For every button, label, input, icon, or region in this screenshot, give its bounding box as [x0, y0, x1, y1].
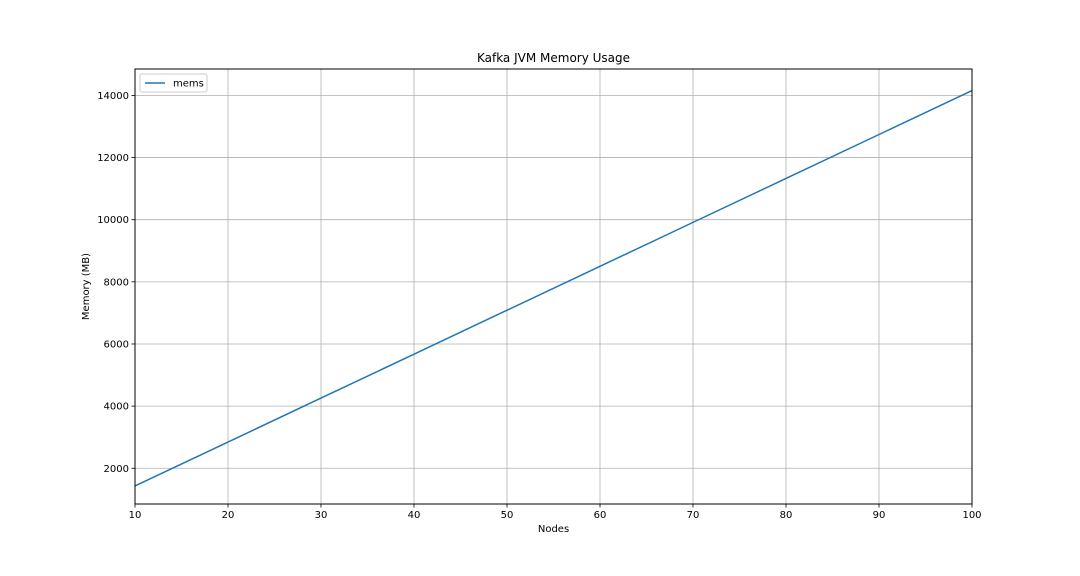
x-tick-label: 10 — [129, 510, 142, 521]
y-axis-ticks: 2000 4000 6000 8000 10000 12000 14000 — [97, 91, 135, 475]
x-tick-label: 30 — [315, 510, 328, 521]
legend-label-mems: mems — [173, 79, 204, 90]
x-axis-label: Nodes — [538, 524, 569, 535]
plot-frame — [134, 68, 973, 505]
y-tick-label: 6000 — [104, 339, 129, 350]
legend: mems — [139, 73, 208, 93]
chart-title: Kafka JVM Memory Usage — [477, 51, 630, 65]
y-axis-label: Memory (MB) — [81, 253, 92, 320]
x-tick-label: 40 — [408, 510, 421, 521]
x-tick-label: 80 — [780, 510, 793, 521]
x-tick-label: 70 — [687, 510, 700, 521]
x-tick-label: 90 — [873, 510, 886, 521]
y-tick-label: 2000 — [104, 464, 129, 475]
x-tick-label: 60 — [594, 510, 607, 521]
x-tick-label: 100 — [962, 510, 981, 521]
y-tick-label: 8000 — [104, 277, 129, 288]
x-axis-ticks: 10 20 30 40 50 60 70 80 90 100 — [129, 504, 982, 521]
x-tick-label: 50 — [501, 510, 514, 521]
y-tick-label: 14000 — [97, 91, 129, 102]
legend-box — [139, 73, 208, 93]
series-line-mems — [134, 89, 973, 487]
series-layer — [134, 89, 973, 487]
x-tick-label: 20 — [222, 510, 235, 521]
y-tick-label: 4000 — [104, 402, 129, 413]
y-tick-label: 10000 — [97, 215, 129, 226]
y-tick-label: 12000 — [97, 153, 129, 164]
